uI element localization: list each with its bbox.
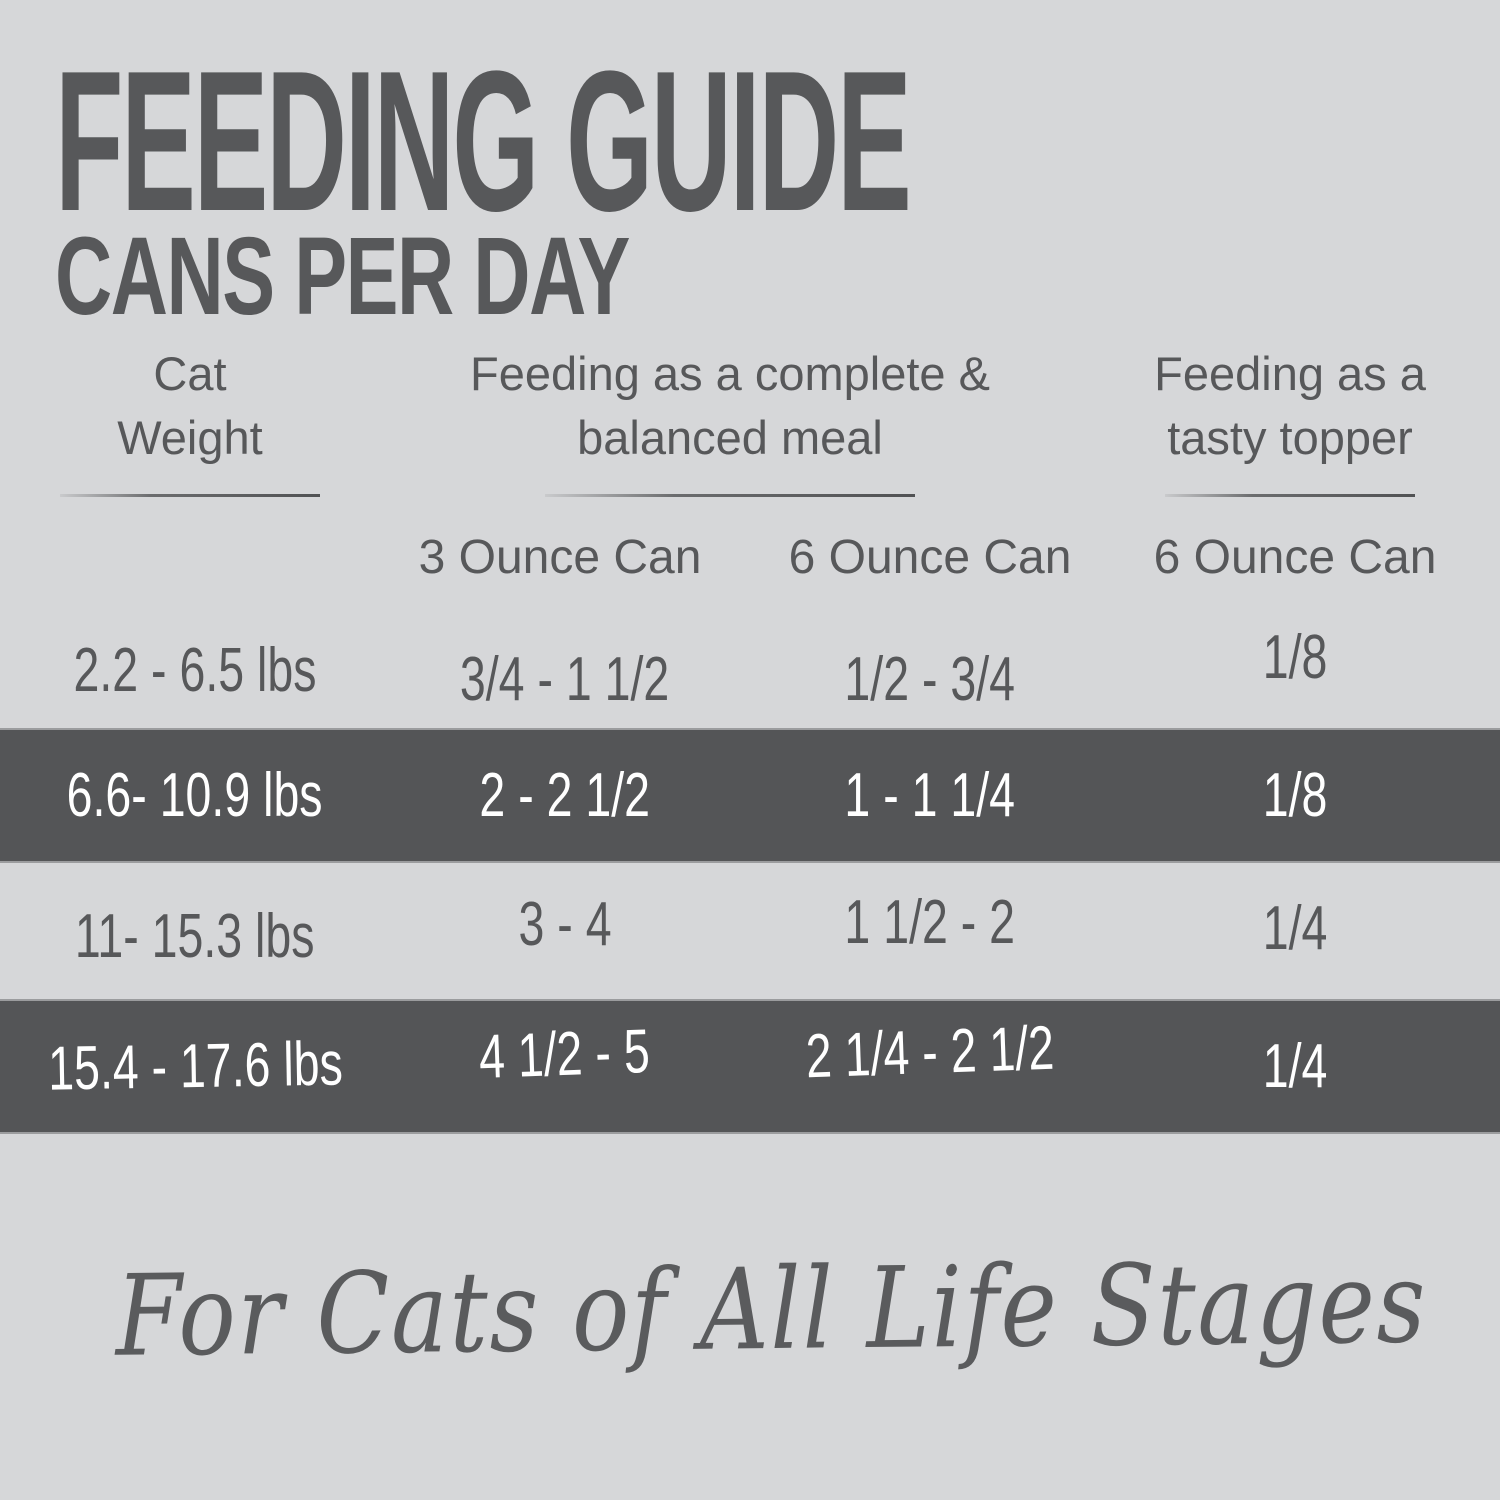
column-group-tasty-topper: Feeding as a tasty topper [1100, 342, 1480, 497]
header-underline [60, 494, 320, 497]
header-underline [545, 494, 915, 497]
column-group-label-line2: balanced meal [577, 411, 883, 464]
life-stages-tagline: For Cats of All Life Stages [0, 1238, 1500, 1381]
cell-cat-weight: 2.2 - 6.5 lbs [73, 635, 317, 705]
cell-6oz-value: 1/2 - 3/4 [844, 644, 1016, 714]
cell-6oz-value: 1 - 1 1/4 [844, 761, 1016, 830]
column-group-complete-meal: Feeding as a complete & balanced meal [420, 342, 1040, 497]
table-row-highlighted: 6.6- 10.9 lbs 2 - 2 1/2 1 - 1 1/4 1/8 [0, 728, 1500, 863]
cell-topper-value: 1/8 [1262, 622, 1328, 692]
cell-3oz-value: 2 - 2 1/2 [479, 761, 651, 830]
column-group-label-line2: tasty topper [1167, 411, 1413, 464]
cell-topper-value: 1/4 [1262, 893, 1328, 963]
column-group-label-line2: Weight [117, 411, 263, 464]
table-row-highlighted: 15.4 - 17.6 lbs 4 1/2 - 5 2 1/4 - 2 1/2 … [0, 999, 1500, 1134]
column-group-label-line1: Feeding as a complete & [470, 347, 990, 400]
title-text: FEEDING GUIDE [55, 30, 912, 253]
tagline-text: For Cats of All Life Stages [115, 1238, 1428, 1382]
cell-cat-weight: 6.6- 10.9 lbs [67, 761, 323, 830]
subheader-3oz-can: 3 Ounce Can [418, 531, 702, 584]
table-row: 2.2 - 6.5 lbs 3/4 - 1 1/2 1/2 - 3/4 1/8 [0, 612, 1500, 728]
table-row: 11- 15.3 lbs 3 - 4 1 1/2 - 2 1/4 [0, 863, 1500, 999]
cell-6oz-value: 2 1/4 - 2 1/2 [804, 1013, 1055, 1092]
cell-cat-weight: 15.4 - 17.6 lbs [47, 1029, 343, 1104]
cell-6oz-value: 1 1/2 - 2 [844, 887, 1016, 957]
cell-topper-value: 1/8 [1262, 761, 1328, 830]
cell-3oz-value: 3 - 4 [518, 889, 612, 959]
cell-topper-value: 1/4 [1262, 1032, 1328, 1101]
column-group-label-line1: Cat [153, 347, 227, 400]
feeding-guide-title: FEEDING GUIDE [55, 42, 1500, 242]
subtitle-text: CANS PER DAY [55, 215, 630, 338]
subheader-6oz-can-meal: 6 Ounce Can [788, 531, 1072, 584]
cell-cat-weight: 11- 15.3 lbs [75, 901, 315, 971]
header-underline [1165, 494, 1415, 497]
cans-per-day-subtitle: CANS PER DAY [55, 222, 852, 332]
column-group-cat-weight: Cat Weight [20, 342, 360, 497]
cell-3oz-value: 3/4 - 1 1/2 [460, 644, 670, 714]
column-group-label-line1: Feeding as a [1154, 347, 1426, 400]
cell-3oz-value: 4 1/2 - 5 [478, 1017, 652, 1092]
subheader-6oz-can-topper: 6 Ounce Can [1153, 531, 1437, 584]
